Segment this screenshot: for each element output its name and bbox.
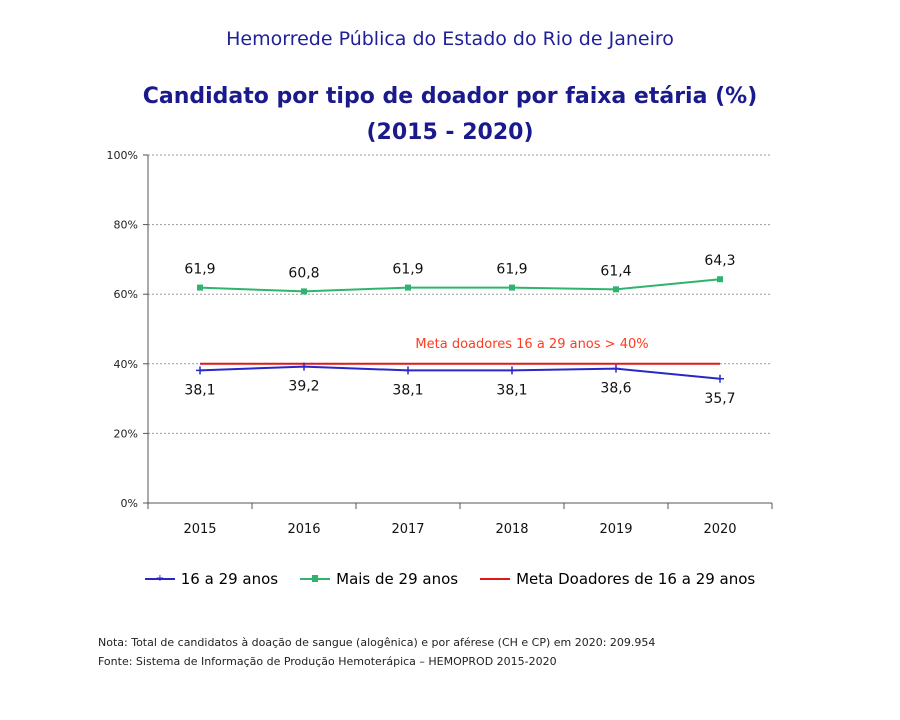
org-title: Hemorrede Pública do Estado do Rio de Ja… bbox=[226, 28, 674, 50]
data-point bbox=[300, 362, 308, 371]
data-point bbox=[197, 284, 203, 291]
y-tick-label: 40% bbox=[114, 358, 138, 371]
data-label: 60,8 bbox=[288, 265, 319, 281]
y-tick-label: 20% bbox=[114, 427, 138, 440]
data-label: 61,9 bbox=[496, 262, 527, 278]
data-label: 64,3 bbox=[704, 253, 735, 269]
data-label: 35,7 bbox=[704, 391, 735, 407]
x-tick-label: 2018 bbox=[495, 522, 528, 537]
data-label: 61,9 bbox=[184, 262, 215, 278]
data-point bbox=[508, 366, 516, 375]
y-tick-label: 80% bbox=[114, 219, 138, 232]
legend-label-16-29: 16 a 29 anos bbox=[180, 570, 279, 588]
data-label: 61,9 bbox=[392, 262, 423, 278]
y-tick-label: 0% bbox=[121, 497, 138, 510]
series-line-mais-29 bbox=[199, 278, 721, 293]
x-tick-label: 2020 bbox=[703, 522, 736, 537]
legend-item-16-29: + 16 a 29 anos bbox=[144, 570, 279, 588]
x-tick-label: 2016 bbox=[287, 522, 320, 537]
data-point bbox=[301, 288, 307, 295]
data-point bbox=[717, 276, 723, 283]
chart-subtitle: (2015 - 2020) bbox=[366, 120, 534, 145]
x-tick-label: 2017 bbox=[391, 522, 424, 537]
data-point bbox=[405, 284, 411, 291]
data-point bbox=[404, 366, 412, 375]
data-label: 38,1 bbox=[392, 382, 423, 398]
note-text: Nota: Total de candidatos à doação de sa… bbox=[98, 636, 656, 649]
source-text: Fonte: Sistema de Informação de Produção… bbox=[98, 655, 557, 668]
data-point bbox=[509, 284, 515, 291]
data-label: 39,2 bbox=[288, 379, 319, 395]
legend-line-icon: + bbox=[144, 574, 175, 584]
chart-title: Candidato por tipo de doador por faixa e… bbox=[142, 84, 758, 109]
data-point bbox=[613, 286, 619, 293]
legend-item-mais-29: Mais de 29 anos bbox=[300, 570, 458, 588]
data-point bbox=[716, 374, 724, 383]
legend-label-meta: Meta Doadores de 16 a 29 anos bbox=[516, 570, 756, 588]
legend-label-mais-29: Mais de 29 anos bbox=[336, 570, 459, 588]
data-label: 38,1 bbox=[184, 382, 215, 398]
x-tick-label: 2015 bbox=[183, 522, 216, 537]
meta-annotation: Meta doadores 16 a 29 anos > 40% bbox=[415, 337, 648, 352]
x-tick-label: 2019 bbox=[599, 522, 632, 537]
data-label: 38,6 bbox=[600, 381, 631, 397]
legend-line-icon bbox=[300, 575, 331, 582]
data-label: 38,1 bbox=[496, 382, 527, 398]
series-line-16-29 bbox=[199, 365, 721, 380]
data-label: 61,4 bbox=[600, 263, 631, 279]
y-tick-label: 60% bbox=[114, 288, 138, 301]
legend-line-icon bbox=[480, 578, 511, 580]
line-chart: 0% 20% 40% 60% 80% 100% 2015 2016 2017 2018 2019 20… bbox=[107, 149, 773, 537]
data-point bbox=[612, 364, 620, 373]
data-point bbox=[196, 366, 204, 375]
legend-item-meta: Meta Doadores de 16 a 29 anos bbox=[480, 570, 755, 588]
chart-legend: + 16 a 29 anos Mais de 29 anos Meta Doad… bbox=[0, 570, 900, 588]
y-tick-label: 100% bbox=[107, 149, 138, 162]
